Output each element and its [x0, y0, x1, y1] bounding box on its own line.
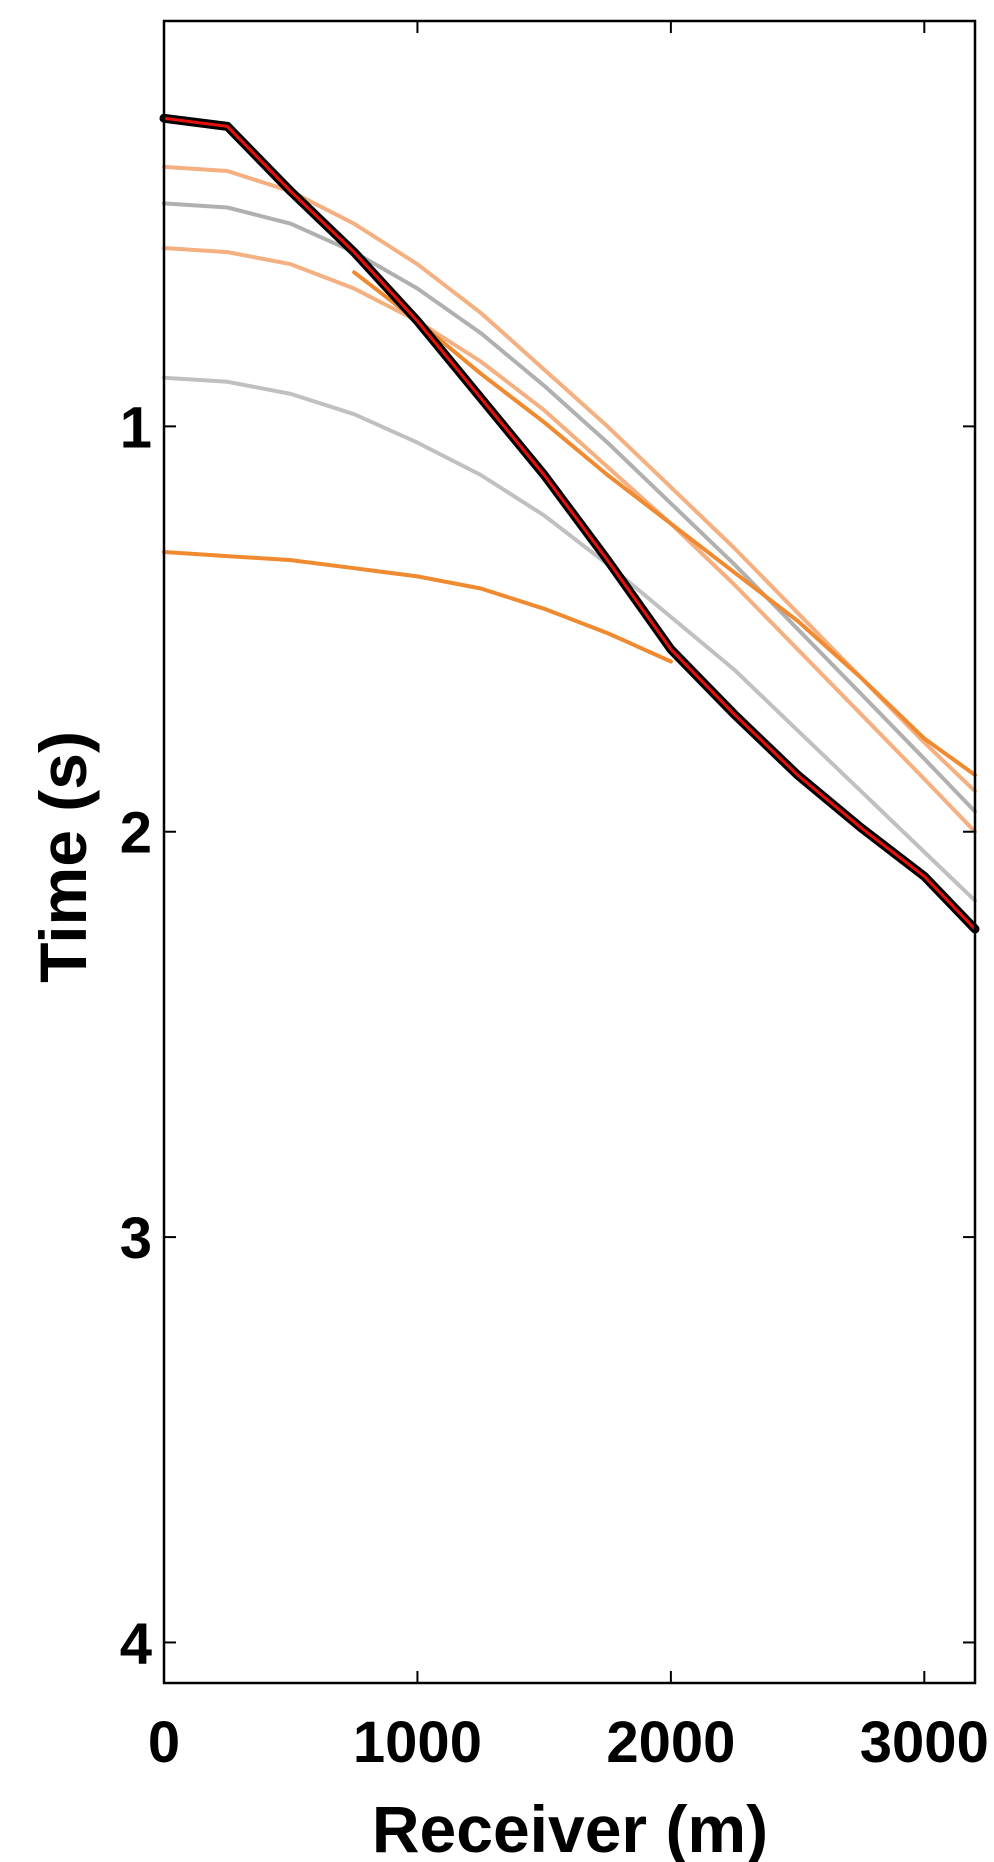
y-tick-label: 1 — [120, 395, 152, 460]
x-tick-label: 3000 — [860, 1710, 989, 1775]
y-axis-label: Time (s) — [26, 731, 100, 983]
y-tick-label: 3 — [120, 1206, 152, 1271]
event-line — [162, 164, 977, 794]
event-line — [162, 116, 977, 931]
event-line — [352, 270, 977, 777]
x-axis-label: Receiver (m) — [372, 1792, 768, 1862]
y-tick-label: 4 — [120, 1611, 152, 1676]
x-tick-label: 0 — [148, 1710, 180, 1775]
x-tick-label: 1000 — [353, 1710, 482, 1775]
event-line — [162, 201, 977, 814]
event-line — [162, 550, 673, 664]
x-tick-label: 2000 — [606, 1710, 735, 1775]
event-line — [162, 375, 977, 903]
y-tick-label: 2 — [120, 801, 152, 866]
event-line — [159, 113, 980, 934]
event-line — [162, 246, 977, 834]
plot-frame — [162, 19, 977, 1685]
